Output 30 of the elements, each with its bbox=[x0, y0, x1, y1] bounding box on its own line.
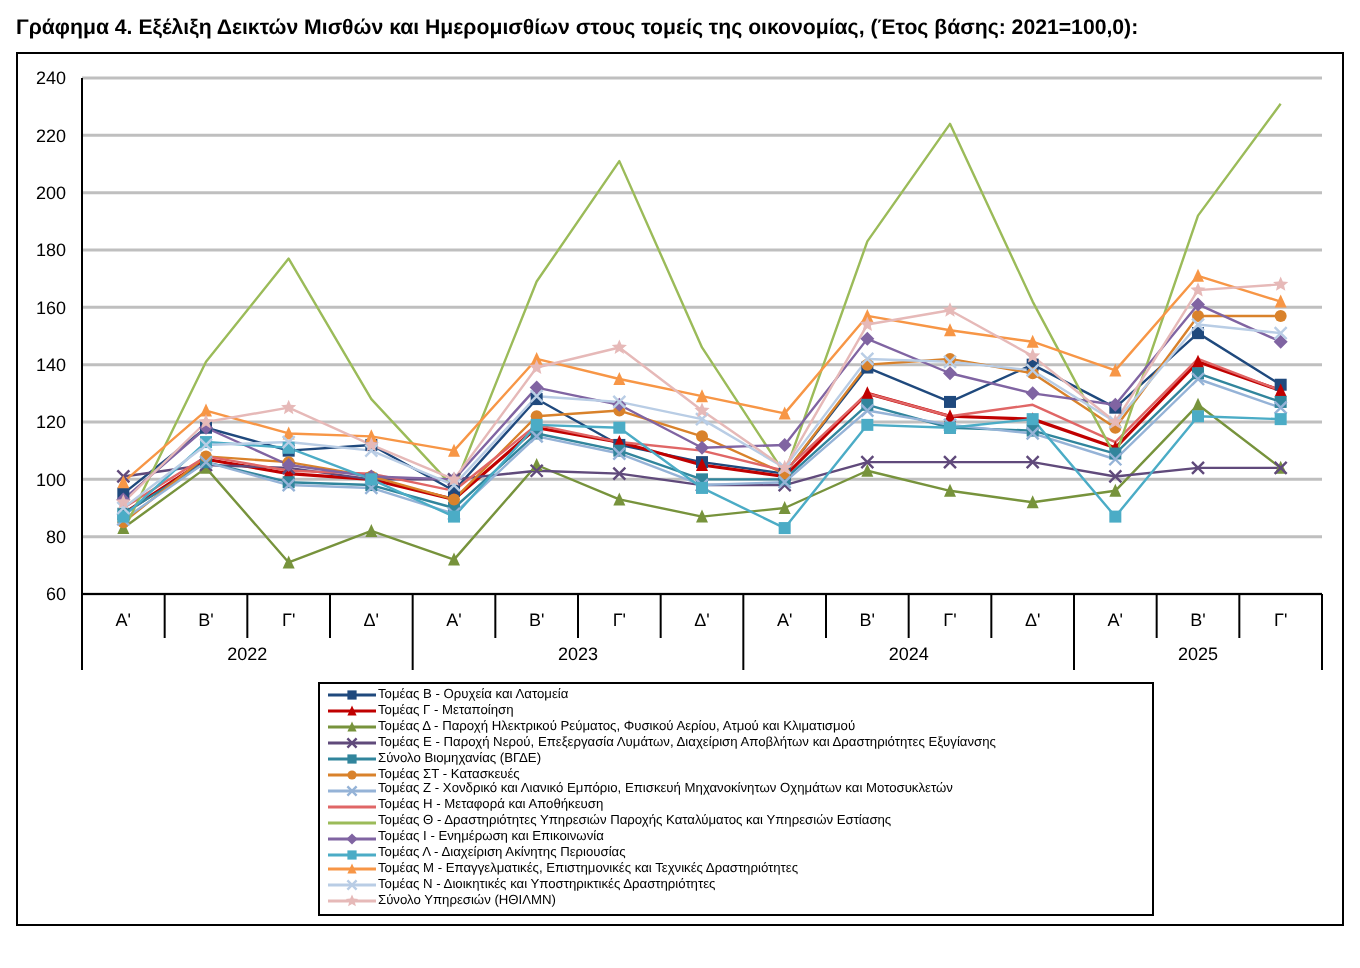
chart-title: Γράφημα 4. Εξέλιξη Δεικτών Μισθών και Ημερομισθίων στους τομείς της οικονομίας, (Έτος βάσης: 2021=100,0): bbox=[16, 16, 1141, 40]
x-tick-label: Β' bbox=[859, 610, 876, 630]
x-tick-label: Γ' bbox=[612, 610, 627, 630]
y-tick-label: 180 bbox=[35, 240, 66, 261]
y-tick-label: 160 bbox=[35, 297, 66, 318]
text: 2024 bbox=[888, 644, 929, 664]
x-tick-label: Β' bbox=[198, 610, 215, 630]
x-tick-label: Γ' bbox=[281, 610, 296, 630]
y-tick-label: 120 bbox=[35, 412, 66, 433]
y-tick-label: 240 bbox=[35, 68, 66, 89]
x-tick-label: Β' bbox=[528, 610, 545, 630]
y-tick-label: 80 bbox=[45, 527, 66, 548]
y-tick-label: 220 bbox=[35, 125, 66, 146]
x-tick-label: Δ' bbox=[363, 610, 380, 630]
text: 2025 bbox=[1177, 644, 1219, 664]
x-tick-label: Γ' bbox=[1273, 610, 1288, 630]
y-tick-label: 200 bbox=[35, 183, 66, 204]
x-tick-label: Α' bbox=[776, 610, 793, 630]
y-tick-label: 60 bbox=[45, 584, 66, 605]
x-tick-label: Γ' bbox=[943, 610, 958, 630]
x-tick-label: Α' bbox=[446, 610, 463, 630]
x-tick-label: Δ' bbox=[1024, 610, 1041, 630]
y-tick-label: 140 bbox=[35, 355, 66, 376]
text: 2022 bbox=[227, 644, 268, 664]
y-tick-label: 100 bbox=[35, 469, 66, 490]
x-tick-label: Α' bbox=[115, 610, 132, 630]
text: 2023 bbox=[557, 644, 599, 664]
x-tick-label: Δ' bbox=[694, 610, 711, 630]
x-tick-label: Β' bbox=[1190, 610, 1207, 630]
x-tick-label: Α' bbox=[1107, 610, 1124, 630]
